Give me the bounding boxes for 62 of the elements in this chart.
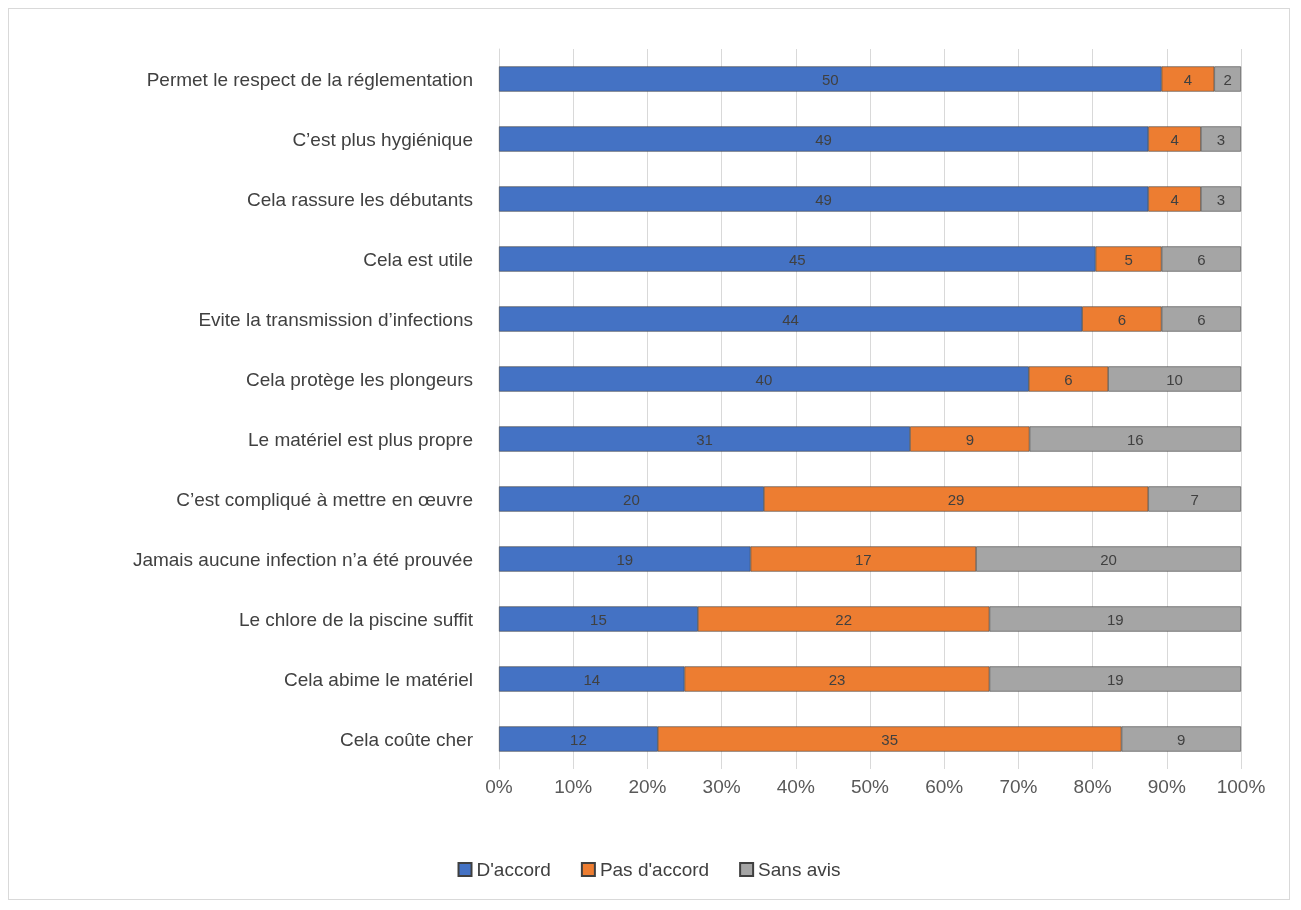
x-tick-label: 20% <box>628 776 667 797</box>
x-tick-label: 0% <box>485 776 513 797</box>
annotation: 19 <box>1106 670 1124 688</box>
x-tick-label: 40% <box>776 776 815 797</box>
annotation: 49 <box>815 130 832 148</box>
x-tick-label: 70% <box>999 776 1038 797</box>
annotation: 29 <box>947 490 965 508</box>
annotation: 6 <box>1064 370 1073 388</box>
annotation: 3 <box>1216 130 1226 148</box>
annotation: 22 <box>835 610 852 628</box>
y-tick-label: Permet le respect de la réglementation <box>146 68 473 90</box>
annotation: 14 <box>583 670 601 688</box>
x-tick-label: 60% <box>925 776 964 797</box>
annotation: 4 <box>1183 70 1193 88</box>
annotation: 16 <box>1126 430 1144 448</box>
x-tick-label: 80% <box>1073 776 1112 797</box>
annotation: 20 <box>623 490 640 508</box>
y-tick-label: C’est plus hygiénique <box>292 128 473 150</box>
annotation: 9 <box>965 430 974 448</box>
y-tick-label: Cela coûte cher <box>339 728 474 750</box>
x-tick-label: 100% <box>1216 776 1266 797</box>
y-tick-label: Jamais aucune infection n’a été prouvée <box>132 548 473 570</box>
y-tick-label: C’est compliqué à mettre en œuvre <box>176 488 473 510</box>
annotation: 4 <box>1170 130 1179 148</box>
annotation: 31 <box>696 430 713 448</box>
x-tick-label: 90% <box>1147 776 1186 797</box>
y-tick-label: Cela est utile <box>363 248 473 270</box>
annotation: 15 <box>590 610 607 628</box>
legend-label: Pas d'accord <box>599 859 710 880</box>
annotation: 49 <box>815 190 832 208</box>
annotation: 35 <box>881 730 899 748</box>
annotation: 45 <box>788 250 806 268</box>
y-tick-label: Cela abime le matériel <box>283 668 473 690</box>
annotation: 19 <box>616 550 634 568</box>
annotation: 44 <box>782 310 799 328</box>
annotation: 6 <box>1117 310 1127 328</box>
x-tick-label: 10% <box>554 776 593 797</box>
annotation: 10 <box>1166 370 1183 388</box>
annotation: 4 <box>1170 190 1179 208</box>
annotation: 17 <box>854 550 872 568</box>
y-tick-label: Evite la transmission d’infections <box>198 308 473 330</box>
x-tick-label: 50% <box>850 776 890 797</box>
annotation: 6 <box>1197 250 1206 268</box>
annotation: 2 <box>1223 70 1232 88</box>
y-tick-label: Le chlore de la piscine suffit <box>238 608 474 630</box>
y-tick-label: Cela protège les plongeurs <box>245 368 473 390</box>
annotation: 5 <box>1124 250 1133 268</box>
y-tick-label: Le matériel est plus propre <box>248 428 473 450</box>
annotation: 40 <box>755 370 773 388</box>
legend-label: D'accord <box>476 859 551 880</box>
annotation: 50 <box>821 70 839 88</box>
annotation: 23 <box>828 670 846 688</box>
annotation: 9 <box>1177 730 1186 748</box>
annotation: 3 <box>1216 190 1226 208</box>
annotation: 7 <box>1190 490 1199 508</box>
legend-label: Sans avis <box>758 859 841 880</box>
x-tick-label: 30% <box>702 776 741 797</box>
annotation: 12 <box>570 730 587 748</box>
y-tick-label: Cela rassure les débutants <box>246 188 473 210</box>
annotation: 20 <box>1100 550 1117 568</box>
annotation: 6 <box>1197 310 1206 328</box>
annotation: 19 <box>1106 610 1124 628</box>
